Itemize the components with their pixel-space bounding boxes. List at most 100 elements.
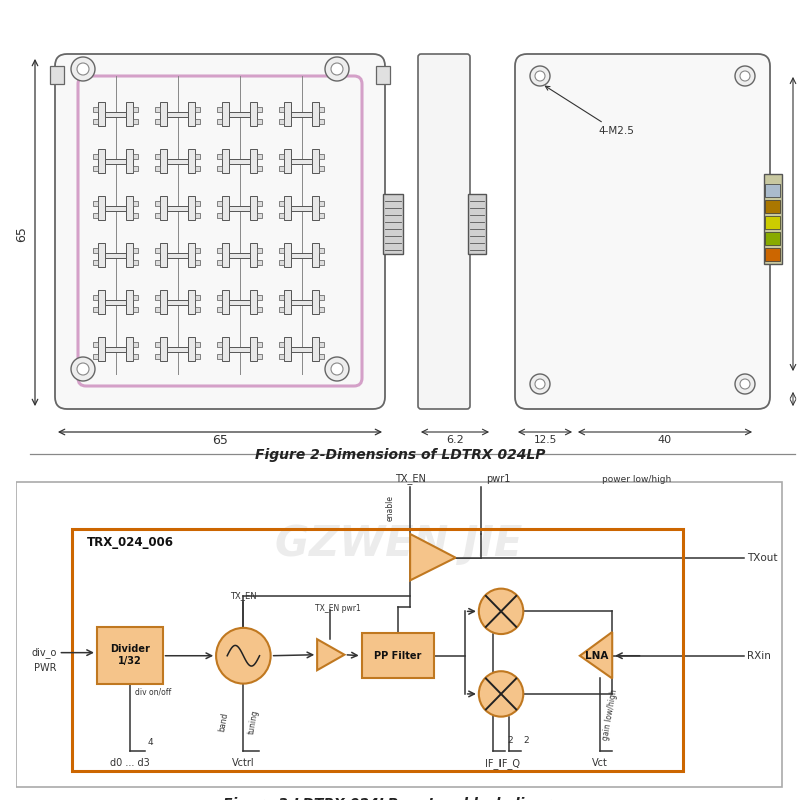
Bar <box>167 112 188 117</box>
Text: Figure 2-Dimensions of LDTRX 024LP: Figure 2-Dimensions of LDTRX 024LP <box>255 448 545 462</box>
Bar <box>468 194 486 254</box>
Text: Vct: Vct <box>592 758 608 768</box>
Bar <box>279 248 284 253</box>
Bar <box>160 290 167 314</box>
Bar <box>765 216 780 229</box>
Bar <box>133 166 138 171</box>
Text: GZWEN JIE: GZWEN JIE <box>275 523 522 566</box>
Bar <box>229 347 250 352</box>
Bar <box>217 154 222 159</box>
Bar <box>257 166 262 171</box>
Bar <box>155 307 160 312</box>
Bar <box>217 213 222 218</box>
Text: 65: 65 <box>15 226 29 242</box>
Bar <box>257 295 262 300</box>
Bar <box>250 290 257 314</box>
Polygon shape <box>580 632 612 678</box>
Polygon shape <box>410 534 455 580</box>
Circle shape <box>325 57 349 81</box>
Circle shape <box>530 66 550 86</box>
Bar <box>155 342 160 347</box>
Bar <box>319 213 324 218</box>
Bar <box>229 300 250 305</box>
Bar <box>155 154 160 159</box>
Bar <box>279 154 284 159</box>
Bar <box>257 154 262 159</box>
Bar <box>229 206 250 211</box>
Bar <box>195 342 200 347</box>
Bar <box>133 307 138 312</box>
Bar <box>284 290 291 314</box>
Circle shape <box>530 374 550 394</box>
Bar <box>284 149 291 173</box>
Text: PP Filter: PP Filter <box>374 650 422 661</box>
Text: 4-M2.5: 4-M2.5 <box>546 86 634 136</box>
Bar <box>257 213 262 218</box>
Bar <box>105 112 126 117</box>
Text: TRX_024_006: TRX_024_006 <box>86 536 174 549</box>
Bar <box>764 174 782 264</box>
Bar <box>93 166 98 171</box>
Text: TX_EN pwr1: TX_EN pwr1 <box>315 604 361 613</box>
Bar <box>188 102 195 126</box>
Bar <box>133 260 138 265</box>
Bar <box>93 119 98 124</box>
Bar <box>279 201 284 206</box>
Bar <box>93 201 98 206</box>
Text: 65: 65 <box>212 434 228 446</box>
Bar <box>105 159 126 164</box>
Bar <box>217 342 222 347</box>
Bar <box>291 206 312 211</box>
Bar <box>312 243 319 267</box>
Bar <box>257 342 262 347</box>
Bar <box>160 196 167 220</box>
Bar <box>133 342 138 347</box>
Bar <box>195 248 200 253</box>
Text: 6.2: 6.2 <box>446 435 464 445</box>
Bar <box>319 260 324 265</box>
Bar <box>195 260 200 265</box>
Bar <box>319 248 324 253</box>
Bar <box>279 213 284 218</box>
Bar <box>217 307 222 312</box>
Bar <box>98 196 105 220</box>
Text: RXin: RXin <box>746 650 770 661</box>
Bar <box>217 260 222 265</box>
Bar <box>376 66 390 84</box>
FancyBboxPatch shape <box>55 54 385 409</box>
Bar <box>229 112 250 117</box>
Bar <box>93 342 98 347</box>
Bar <box>195 307 200 312</box>
Bar <box>167 253 188 258</box>
Bar <box>319 166 324 171</box>
Bar <box>97 627 162 684</box>
Bar <box>222 102 229 126</box>
Bar <box>319 354 324 359</box>
Bar <box>383 194 403 254</box>
Bar <box>93 295 98 300</box>
Bar <box>126 243 133 267</box>
Bar <box>284 196 291 220</box>
Bar <box>312 149 319 173</box>
Bar <box>195 354 200 359</box>
Bar <box>188 243 195 267</box>
Bar <box>155 107 160 112</box>
Text: 40: 40 <box>658 435 672 445</box>
Bar <box>133 119 138 124</box>
Bar <box>155 119 160 124</box>
Bar <box>105 253 126 258</box>
Text: Vctrl: Vctrl <box>232 758 254 768</box>
Bar <box>126 337 133 361</box>
Bar <box>105 300 126 305</box>
Circle shape <box>740 379 750 389</box>
Bar <box>93 154 98 159</box>
Bar <box>93 107 98 112</box>
Text: 2: 2 <box>507 736 513 745</box>
Bar <box>229 253 250 258</box>
Bar <box>98 149 105 173</box>
Bar <box>167 300 188 305</box>
Bar <box>257 307 262 312</box>
Bar <box>362 633 434 678</box>
Bar <box>217 248 222 253</box>
Text: IF_I: IF_I <box>485 758 501 769</box>
